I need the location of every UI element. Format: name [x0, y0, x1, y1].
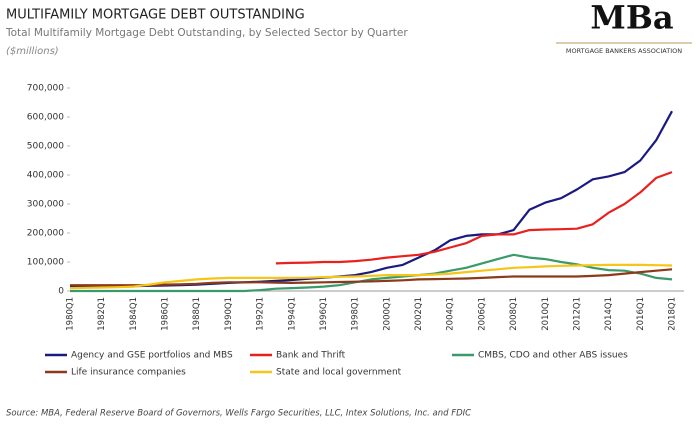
- legend-label: CMBS, CDO and other ABS issues: [478, 351, 628, 361]
- x-tick-label: 1994Q1: [287, 297, 297, 331]
- x-tick-label: 1996Q1: [319, 297, 329, 331]
- legend-label: Bank and Thrift: [276, 351, 346, 361]
- x-tick-label: 1986Q1: [161, 297, 171, 331]
- series-line: [69, 263, 673, 290]
- series-line: [275, 171, 673, 265]
- x-tick-label: 2008Q1: [509, 297, 519, 331]
- y-tick-label: 700,000: [27, 84, 64, 94]
- chart-title: MULTIFAMILY MORTGAGE DEBT OUTSTANDING: [6, 8, 305, 23]
- chart-subtitle: Total Multifamily Mortgage Debt Outstand…: [5, 27, 408, 39]
- x-tick-label: 2002Q1: [414, 297, 424, 331]
- y-axis-label: ($millions): [6, 46, 59, 57]
- series-line: [70, 253, 673, 293]
- x-tick-label: 1998Q1: [351, 297, 361, 331]
- y-tick-label: 600,000: [27, 113, 64, 123]
- x-tick-label: 2012Q1: [572, 297, 582, 331]
- source: Source: MBA, Federal Reserve Board of Go…: [6, 409, 471, 419]
- series-line: [70, 268, 673, 287]
- legend-label: Life insurance companies: [71, 368, 186, 378]
- y-tick-label: 400,000: [27, 171, 64, 181]
- x-tick-label: 1980Q1: [66, 297, 76, 331]
- y-tick-label: 300,000: [27, 200, 64, 210]
- logo: MBa: [590, 0, 673, 37]
- x-tick-label: 2004Q1: [446, 297, 456, 331]
- x-tick-label: 1992Q1: [256, 297, 266, 331]
- legend-label: Agency and GSE portfolios and MBS: [71, 351, 233, 361]
- y-tick-label: 100,000: [27, 258, 64, 268]
- x-tick-label: 2006Q1: [477, 297, 487, 331]
- x-tick-label: 1990Q1: [224, 297, 234, 331]
- legend-label: State and local government: [276, 368, 402, 378]
- y-tick-label: 500,000: [27, 142, 64, 152]
- x-tick-label: 2000Q1: [382, 297, 392, 331]
- logo-org: MORTGAGE BANKERS ASSOCIATION: [566, 47, 682, 55]
- x-tick-label: 2018Q1: [668, 297, 678, 331]
- x-tick-label: 1982Q1: [97, 297, 107, 331]
- x-tick-label: 2014Q1: [604, 297, 614, 331]
- x-tick-label: 1988Q1: [192, 297, 202, 331]
- y-tick-label: 0: [58, 287, 64, 297]
- x-tick-label: 2016Q1: [636, 297, 646, 331]
- x-tick-label: 1984Q1: [129, 297, 139, 331]
- y-tick-label: 200,000: [27, 229, 64, 239]
- x-tick-label: 2010Q1: [541, 297, 551, 331]
